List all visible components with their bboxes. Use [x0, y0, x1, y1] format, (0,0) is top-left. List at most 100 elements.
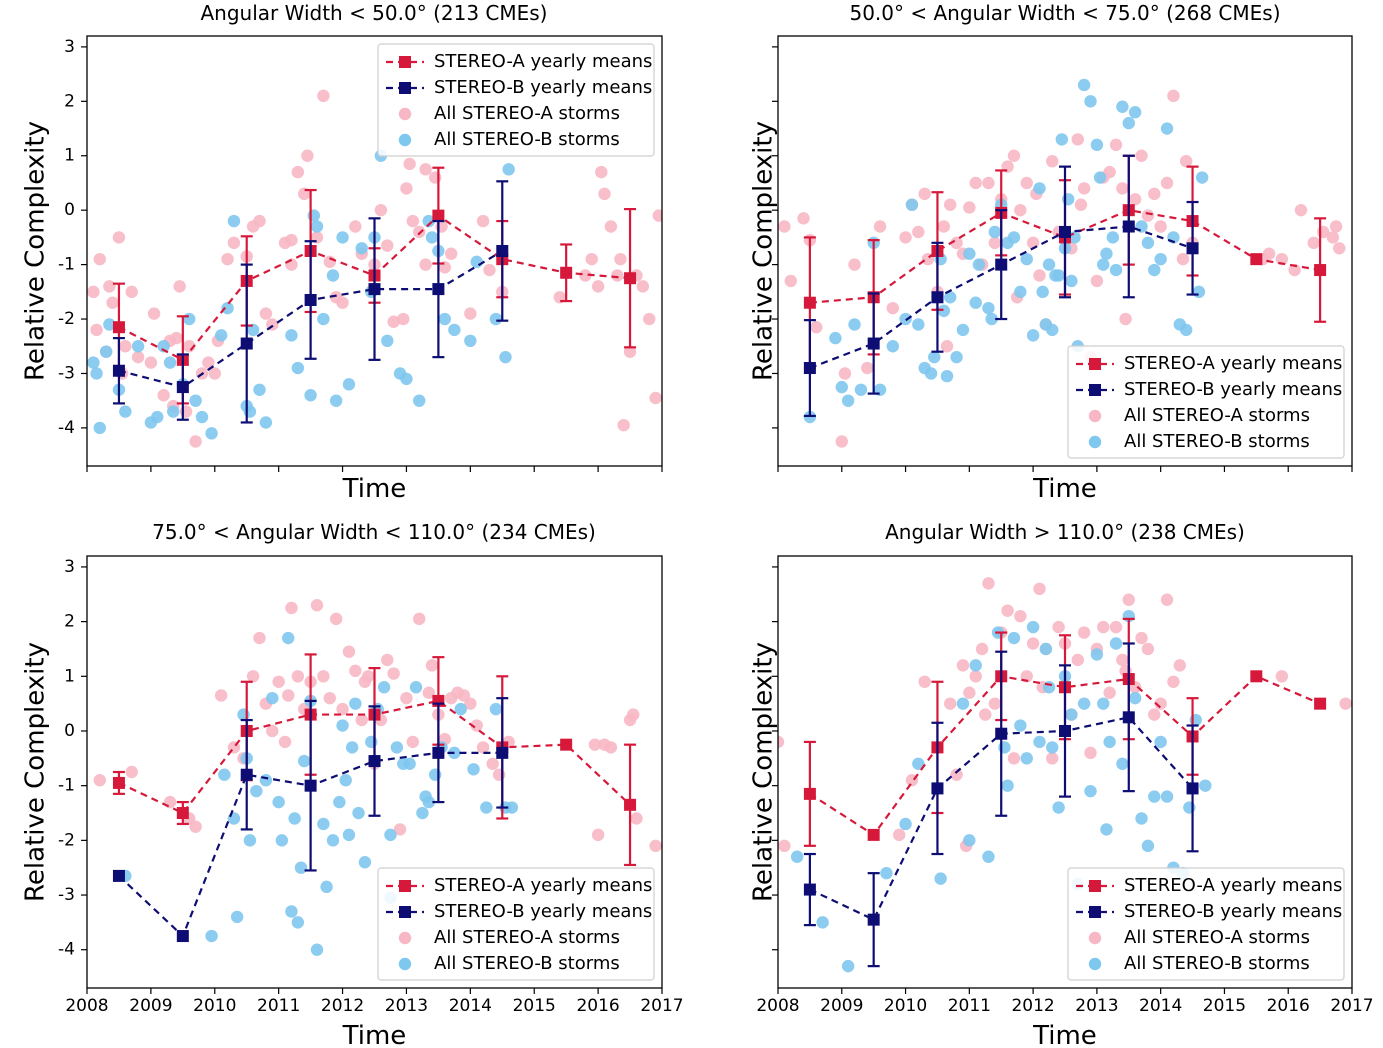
x-tick-label: 2009 [129, 996, 172, 1016]
stereo-b-storm-point [428, 768, 442, 781]
stereo-a-storm-point [591, 828, 605, 842]
stereo-a-storm-point [1141, 642, 1155, 656]
stereo-b-storm-point [329, 394, 343, 407]
stereo-a-storm-point [406, 735, 420, 749]
stereo-a-storm-point [435, 220, 448, 233]
stereo-a-storm-point [1288, 263, 1301, 277]
stereo-a-storm-point [649, 839, 662, 853]
stereo-a-storm-point [611, 269, 624, 282]
stereo-b-storm-point [1179, 323, 1193, 337]
stereo-a-storm-point [1077, 626, 1091, 639]
plot-area [87, 89, 662, 448]
stereo-a-storm-point [1084, 746, 1097, 760]
stereo-a-storm-point [1046, 752, 1059, 765]
legend: STEREO-A yearly means STEREO-B yearly mea… [1067, 867, 1345, 981]
stereo-a-storm-point [342, 645, 356, 658]
stereo-b-storm-point [285, 905, 298, 918]
stereo-b-storm-point [326, 269, 340, 282]
stereo-b-storm-point [205, 427, 218, 440]
stereo-b-storm-point [467, 763, 480, 776]
stereo-a-storm-point [246, 670, 260, 683]
stereo-a-storm-point [1128, 193, 1142, 206]
legend-label: STEREO-B yearly means [434, 77, 652, 98]
x-tick-label: 2017 [1330, 996, 1373, 1016]
stereo-a-storm-point [170, 331, 183, 345]
y-tick-label: -4 [58, 418, 75, 438]
stereo-b-storm-point [841, 959, 855, 973]
stereo-b-storm-point [320, 880, 333, 894]
stereo-b-storm-point [384, 828, 397, 842]
x-tick-label: 2013 [385, 996, 428, 1016]
stereo-a-storm-point [291, 165, 305, 179]
stereo-a-storm-point [1294, 203, 1308, 217]
stereo-b-mean-marker [1059, 225, 1071, 238]
y-tick-label: -1 [58, 776, 75, 796]
stereo-a-storm-point [189, 435, 202, 448]
stereo-a-storm-point [310, 599, 324, 612]
y-tick-label: 3 [64, 37, 75, 57]
stereo-a-storm-point [147, 307, 161, 320]
stereo-a-storm-point [892, 828, 906, 842]
chart-panel-4: Angular Width > 110.0° (238 CMEs) Relativ… [749, 520, 1374, 1048]
stereo-b-storm-point [1014, 719, 1027, 732]
stereo-b-storm-point [403, 757, 416, 770]
stereo-b-mean-marker [931, 291, 944, 304]
x-tick-label: 2008 [65, 996, 108, 1016]
stereo-a-storm-point [1020, 176, 1033, 190]
stereo-a-storm-point [387, 315, 400, 328]
plot-frame [777, 35, 1353, 467]
stereo-a-mean-marker [624, 272, 637, 285]
stereo-b-storm-point [1090, 648, 1104, 661]
stereo-b-storm-point [956, 323, 970, 337]
stereo-a-storm-point [979, 708, 992, 721]
stereo-b-storm-point [1093, 171, 1107, 184]
stereo-b-storm-point [1135, 220, 1148, 233]
stereo-a-storm-point [476, 741, 490, 754]
y-tick-label: 0 [64, 721, 75, 741]
stereo-a-storm-point [652, 209, 662, 222]
stereo-a-storm-point [604, 741, 618, 754]
stereo-b-storm-point [1039, 642, 1053, 656]
legend-label: STEREO-B yearly means [1124, 379, 1342, 400]
stereo-a-mean-marker [432, 209, 445, 222]
stereo-a-storm-point [797, 212, 810, 225]
stereo-b-storm-point [377, 681, 391, 694]
stereo-a-storm-point [1097, 620, 1110, 634]
stereo-a-storm-point [598, 187, 611, 201]
legend-entry-stereo-a-storms: All STEREO-A storms [398, 103, 620, 124]
legend-label: STEREO-A yearly means [1124, 353, 1342, 374]
stereo-a-storm-point [387, 667, 400, 680]
x-tick-label: 2008 [756, 996, 799, 1016]
stereo-b-storm-point [304, 389, 317, 402]
stereo-a-storm-point [253, 631, 266, 645]
stereo-b-storm-point [1100, 247, 1113, 260]
stereo-a-storm-point [848, 258, 861, 271]
stereo-a-storm-point [476, 214, 490, 228]
stereo-a-storm-point [1307, 236, 1320, 250]
stereo-b-mean-marker [432, 746, 445, 759]
stereo-a-storm-point [422, 686, 436, 699]
y-tick-label: -1 [58, 255, 75, 275]
legend: STEREO-A yearly means STEREO-B yearly mea… [377, 43, 655, 157]
x-axis-label: Time [1032, 474, 1097, 504]
stereo-a-storm-point [861, 361, 874, 375]
stereo-a-storm-point [944, 198, 957, 211]
stereo-a-storm-point [982, 577, 995, 590]
stereo-b-storm-point [413, 394, 426, 407]
stereo-a-storm-point [1160, 176, 1174, 190]
x-tick-label: 2010 [884, 996, 927, 1016]
legend-square-icon [399, 56, 411, 68]
stereo-b-mean-marker [995, 258, 1008, 271]
stereo-b-storm-point [448, 323, 461, 337]
stereo-a-storm-point [93, 774, 106, 787]
stereo-b-storm-point [944, 291, 957, 304]
stereo-b-storm-point [1020, 752, 1033, 765]
stereo-a-storm-point [579, 269, 592, 282]
stereo-b-storm-point [905, 198, 919, 211]
stereo-b-storm-point [1052, 801, 1065, 814]
legend-entry-stereo-b-storms: All STEREO-B storms [398, 953, 620, 974]
stereo-b-storm-point [841, 394, 855, 407]
stereo-a-storm-point [835, 435, 848, 448]
stereo-b-storm-point [848, 318, 861, 331]
stereo-a-storm-point [1135, 149, 1148, 162]
